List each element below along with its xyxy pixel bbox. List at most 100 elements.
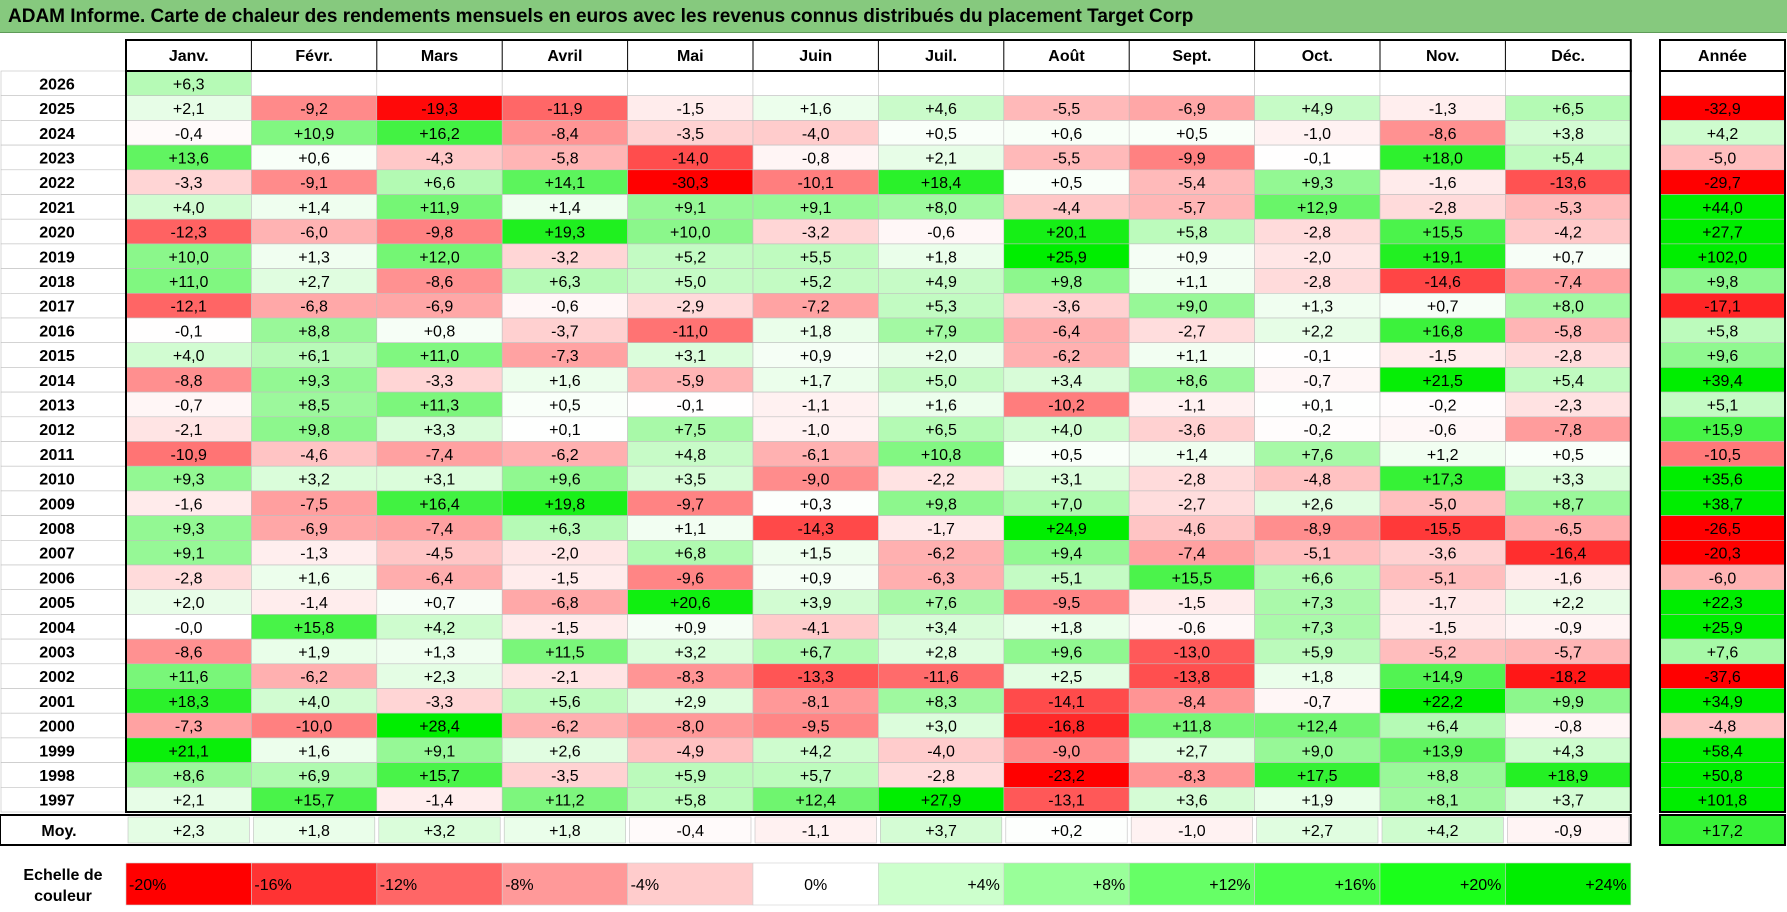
heatmap-cell [501,539,628,566]
heatmap-cell [878,638,1005,665]
cell-value: +8,7 [1552,496,1584,513]
month-header: Août [1048,48,1085,65]
scale-swatch [1128,862,1255,906]
heatmap-cell [501,712,628,739]
cell-value: +2,6 [549,743,581,760]
heatmap-cell [1505,589,1632,615]
cell-value: -5,9 [677,373,705,390]
cell-value: -5,2 [1429,644,1457,661]
heatmap-cell [501,589,628,615]
cell-value: +9,8 [298,422,330,439]
heatmap-cell [878,712,1005,739]
heatmap-cell [1003,317,1130,344]
heatmap-cell [1003,515,1130,541]
year-label: 2016 [39,323,75,340]
heatmap-cell [125,292,252,319]
cell-value: +8,0 [1552,299,1584,316]
cell-value: +1,1 [675,521,707,538]
cell-value: +5,2 [675,249,707,266]
cell-value: +15,7 [419,768,460,785]
cell-value: +6,8 [675,546,707,563]
cell-value: -1,0 [1304,126,1332,143]
cell-value: -1,5 [1429,348,1457,365]
cell-value: +24,9 [1046,521,1087,538]
cell-value: -16,8 [1048,719,1085,736]
cell-value: -1,6 [1554,570,1582,587]
cell-value: +3,6 [1176,793,1208,810]
month-header: Févr. [295,48,332,65]
cell-value: -4,0 [927,743,955,760]
heatmap-cell [878,688,1005,714]
heatmap-cell [752,367,879,393]
cell-value: +6,3 [549,521,581,538]
cell-value: -12,3 [170,225,207,242]
heatmap-cell [1505,194,1632,220]
cell-value: -5,8 [1554,323,1582,340]
heatmap-cell [376,762,503,788]
average-cell [1507,816,1630,844]
cell-value: +1,6 [800,101,832,118]
year-label-cell [0,342,127,368]
heatmap-cell [627,144,754,171]
year-label-cell [0,120,127,146]
cell-value: +20,6 [670,595,711,612]
cell-value: -0,0 [175,620,203,637]
scale-label: couleur [34,888,92,905]
heatmap-cell [1003,169,1130,195]
heatmap-cell [1128,688,1255,714]
heatmap-cell [752,465,879,492]
average-value: +1,8 [298,823,330,840]
heatmap-cell [251,515,378,541]
annual-value: -32,9 [1704,101,1741,118]
heatmap-cell [1505,342,1632,368]
average-annual-value: +17,2 [1702,823,1743,840]
heatmap-cell [1505,465,1632,492]
heatmap-cell [627,614,754,640]
heatmap-cell [125,638,252,665]
cell-value: -13,6 [1550,175,1587,192]
cell-value: +5,8 [1176,225,1208,242]
cell-value: +7,3 [1302,620,1334,637]
heatmap-cell [627,515,754,541]
cell-value: +12,4 [1297,719,1338,736]
heatmap-cell [627,589,754,615]
average-value: +4,2 [1427,823,1459,840]
heatmap-cell [1003,95,1130,121]
cell-value: +5,0 [675,274,707,291]
cell-value: -1,3 [1429,101,1457,118]
heatmap-cell [1254,95,1381,121]
cell-value: +16,2 [419,126,460,143]
cell-value: +3,3 [1552,472,1584,489]
heatmap-cell [501,441,628,467]
scale-swatch [627,862,754,906]
scale-step-label: -8% [505,877,533,894]
cell-value: +11,9 [420,200,459,217]
heatmap-cell [1505,515,1632,541]
cell-value: -0,6 [1429,422,1457,439]
heatmap-cell [376,688,503,714]
heatmap-cell [1379,95,1506,121]
annual-frame [1659,70,1786,813]
cell-value: +6,7 [800,644,832,661]
month-header: Mai [677,48,704,65]
year-label-cell [0,243,127,269]
cell-value: +7,6 [1302,447,1334,464]
cell-value: -11,9 [547,101,582,118]
annual-cell [1659,169,1786,195]
annual-value: +9,6 [1707,348,1739,365]
cell-value: -7,8 [1554,422,1582,439]
cell-value: -4,9 [677,743,705,760]
cell-value: +0,3 [800,496,832,513]
cell-value: -6,8 [551,595,579,612]
heatmap-cell [878,268,1005,294]
heatmap-cell [878,465,1005,492]
cell-value: -1,0 [802,422,830,439]
cell-value: -0,7 [175,397,203,414]
cell-value: +11,0 [169,274,208,291]
cell-value: +8,1 [1427,793,1459,810]
cell-value: +0,9 [800,570,832,587]
cell-value: -12,1 [170,299,207,316]
year-label: 2017 [39,299,75,316]
cell-value: -6,3 [927,570,955,587]
heatmap-cell [501,737,628,763]
